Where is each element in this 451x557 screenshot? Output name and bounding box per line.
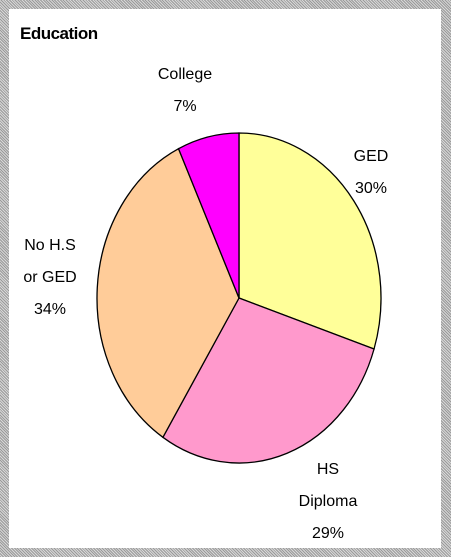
pie-slice (238, 132, 382, 350)
value-label: 30% (354, 180, 388, 197)
category-label: GED (353, 148, 389, 165)
category-label: No H.S or GED (23, 237, 77, 286)
pie-slice (177, 132, 240, 299)
category-label: HS Diploma (298, 461, 358, 510)
slice-label: HS Diploma 29% (293, 454, 363, 550)
chart-title: Education (20, 24, 98, 43)
value-label: 7% (173, 98, 197, 115)
pie (96, 132, 382, 464)
slice-label: College 7% (145, 59, 225, 123)
slice-label: No H.S or GED 34% (20, 230, 80, 326)
chart-area: Education GED 30% HS Diploma 29% No H.S or G… (9, 9, 441, 548)
category-label: College (157, 66, 213, 83)
pie-slice (162, 297, 375, 464)
value-label: 34% (33, 301, 67, 318)
value-label: 29% (311, 525, 345, 542)
pie-slice (96, 147, 240, 439)
slice-label: GED 30% (341, 141, 401, 205)
